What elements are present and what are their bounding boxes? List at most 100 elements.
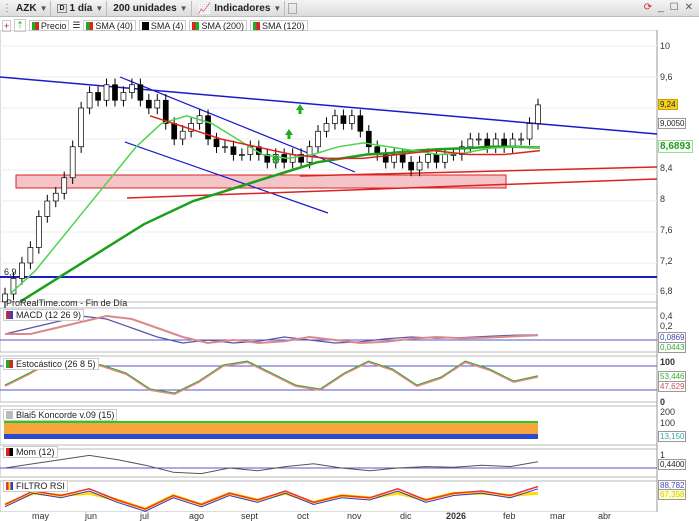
sma120-swatch xyxy=(252,21,260,30)
list-icon[interactable]: ☰ xyxy=(72,20,81,30)
indicators-button[interactable]: 📈 Indicadores ▼ xyxy=(195,0,286,16)
candle xyxy=(315,130,321,148)
info-icon[interactable] xyxy=(288,2,298,14)
chart-area[interactable] xyxy=(0,30,699,512)
maximize-icon[interactable]: ☐ xyxy=(669,2,679,13)
candle xyxy=(2,293,8,303)
legend-label: SMA (4) xyxy=(150,20,184,31)
koncorde-swatch xyxy=(6,411,13,419)
x-tick: jun xyxy=(85,511,98,521)
candle xyxy=(365,130,372,148)
macd-signal-value: 0,0443 xyxy=(658,342,687,353)
stoch-label[interactable]: Estocástico (26 8 5) xyxy=(3,358,99,370)
candle xyxy=(44,200,51,217)
candle xyxy=(162,99,169,124)
support-zone xyxy=(15,174,507,189)
rsi-filter-value: 67,358 xyxy=(658,489,687,500)
candle xyxy=(408,161,414,171)
candle xyxy=(433,154,440,163)
left-level-label: 6,9 xyxy=(4,267,17,277)
x-tick: nov xyxy=(347,511,362,521)
mom-swatch xyxy=(6,448,13,456)
sma200-line xyxy=(19,145,541,303)
stoch-swatch xyxy=(6,360,13,368)
indicators-icon: 📈 xyxy=(197,2,212,15)
chevron-down-icon: ▼ xyxy=(273,3,282,13)
window-controls: ⟳ _ ☐ ✕ xyxy=(644,2,693,13)
candle xyxy=(298,154,304,163)
rsi-label[interactable]: FILTRO RSI xyxy=(3,480,68,492)
symbol-select[interactable]: AZK ▼ xyxy=(13,0,52,16)
x-tick: abr xyxy=(598,511,612,521)
y-tick: 8 xyxy=(660,194,666,204)
candle xyxy=(357,115,364,132)
channel-lower xyxy=(124,141,329,214)
rsi-label-text: FILTRO RSI xyxy=(16,481,65,491)
y-tick: 7,6 xyxy=(660,225,673,235)
buy-arrow-icon xyxy=(285,129,293,139)
macd-swatch xyxy=(6,311,13,319)
stoch-label-text: Estocástico (26 8 5) xyxy=(16,359,96,369)
panel-frame xyxy=(0,355,658,403)
chevron-down-icon: ▼ xyxy=(179,3,188,13)
candle xyxy=(459,146,465,155)
symbol-label: AZK xyxy=(16,2,37,14)
close-icon[interactable]: ✕ xyxy=(684,2,693,13)
stoch-tick: 0 xyxy=(660,397,666,407)
x-tick: ago xyxy=(189,511,205,521)
candle xyxy=(442,154,448,163)
candle xyxy=(129,84,135,93)
add-icon[interactable]: + xyxy=(2,19,12,32)
y-tick: 6,8 xyxy=(660,286,673,296)
candle xyxy=(213,138,220,148)
minimize-icon[interactable]: _ xyxy=(658,2,664,13)
sync-icon[interactable]: ⟳ xyxy=(643,2,653,13)
macd-tick: 0,2 xyxy=(660,321,673,331)
candle xyxy=(230,146,237,155)
units-select[interactable]: 200 unidades ▼ xyxy=(110,0,192,16)
panel-frame xyxy=(0,30,658,303)
macd-tick: 0,4 xyxy=(660,311,673,321)
candle xyxy=(467,138,474,148)
mom-label[interactable]: Mom (12) xyxy=(3,446,58,458)
candle xyxy=(239,154,245,156)
last-price-tag: 9,24 xyxy=(658,99,678,110)
period-label: 1 día xyxy=(69,2,93,14)
candle xyxy=(27,247,34,264)
candle xyxy=(205,115,211,140)
trendline-resistance xyxy=(0,76,658,135)
x-tick: 2026 xyxy=(446,511,467,521)
sma120-line xyxy=(149,115,541,160)
panel-frame xyxy=(0,448,658,478)
x-tick: oct xyxy=(297,511,310,521)
price-swatch xyxy=(31,21,39,30)
tree-icon[interactable]: ⇡ xyxy=(14,19,26,32)
candle xyxy=(154,99,161,109)
chart-legend: + ⇡ Precio ☰ SMA (40) SMA (4) SMA (200) … xyxy=(2,19,308,32)
candle xyxy=(518,138,524,141)
candle xyxy=(171,123,178,140)
macd-label[interactable]: MACD (12 26 9) xyxy=(3,309,85,321)
candle xyxy=(103,84,110,101)
x-tick: sept xyxy=(241,511,259,521)
mom-line xyxy=(4,454,539,475)
watermark: ProRealTime.com - Fin de Día xyxy=(6,298,128,308)
koncorde-tick: 200 xyxy=(660,407,676,417)
candle xyxy=(35,216,42,248)
buy-arrow-icon xyxy=(296,104,304,114)
chevron-down-icon: ▼ xyxy=(39,3,48,13)
drag-icon[interactable]: ⋮ xyxy=(2,2,12,14)
support-red-upper xyxy=(299,166,658,177)
candle xyxy=(95,92,101,101)
rsi-blue xyxy=(4,488,539,512)
legend-label: SMA (200) xyxy=(201,20,244,31)
stoch-d-value: 47,629 xyxy=(658,381,687,392)
candle xyxy=(222,146,228,149)
candle xyxy=(475,138,482,141)
koncorde-label[interactable]: Blai5 Koncorde v.09 (15) xyxy=(3,409,118,421)
mom-value: 0,4400 xyxy=(658,459,687,470)
candle xyxy=(179,130,186,140)
koncorde-tick: 100 xyxy=(660,418,676,428)
